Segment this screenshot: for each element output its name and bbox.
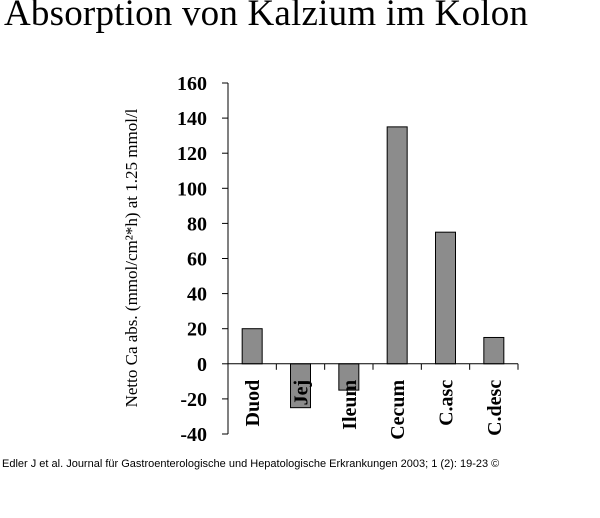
bar-cecum: [386, 126, 408, 365]
x-tick-label: C.asc: [436, 380, 458, 426]
y-tick-label: 40: [187, 284, 207, 306]
y-tick-label: 80: [187, 213, 207, 235]
chart-title: Absorption von Kalzium im Kolon: [4, 0, 529, 34]
x-axis-labels: Duod Jej Ileum Cecum C.asc C.desc: [242, 379, 506, 439]
bars: [241, 126, 505, 409]
y-axis-label-group: Netto Ca abs. (mmol/cm²*h) at 1.25 mmol/…: [122, 108, 141, 407]
x-tick-label: Ileum: [339, 379, 361, 429]
y-tick-label: 100: [177, 178, 207, 200]
x-tick-label: Jej: [291, 380, 313, 406]
bar-c-asc: [435, 231, 456, 365]
bar-duod: [241, 328, 263, 365]
bar-c-desc: [483, 336, 505, 365]
x-tick-label: Cecum: [387, 379, 409, 439]
y-tick-label: 160: [177, 73, 207, 95]
y-axis-ticks: -40 -20 0 20 40 60 80 100 120 140 160: [177, 73, 228, 446]
citation-footer: Edler J et al. Journal für Gastroenterol…: [2, 458, 500, 470]
x-tick-label: Duod: [242, 380, 264, 427]
y-tick-label: 60: [187, 249, 207, 271]
y-tick-label: -40: [180, 424, 207, 446]
axes: [227, 83, 519, 434]
y-tick-label: 20: [187, 319, 207, 341]
y-tick-label: 120: [177, 143, 207, 165]
y-tick-label: 0: [197, 354, 207, 376]
y-axis-label: Netto Ca abs. (mmol/cm²*h) at 1.25 mmol/…: [122, 108, 141, 407]
y-tick-label: -20: [180, 389, 207, 411]
x-tick-label: C.desc: [484, 380, 506, 436]
bar-chart: Netto Ca abs. (mmol/cm²*h) at 1.25 mmol/…: [122, 73, 519, 446]
y-tick-label: 140: [177, 108, 207, 130]
